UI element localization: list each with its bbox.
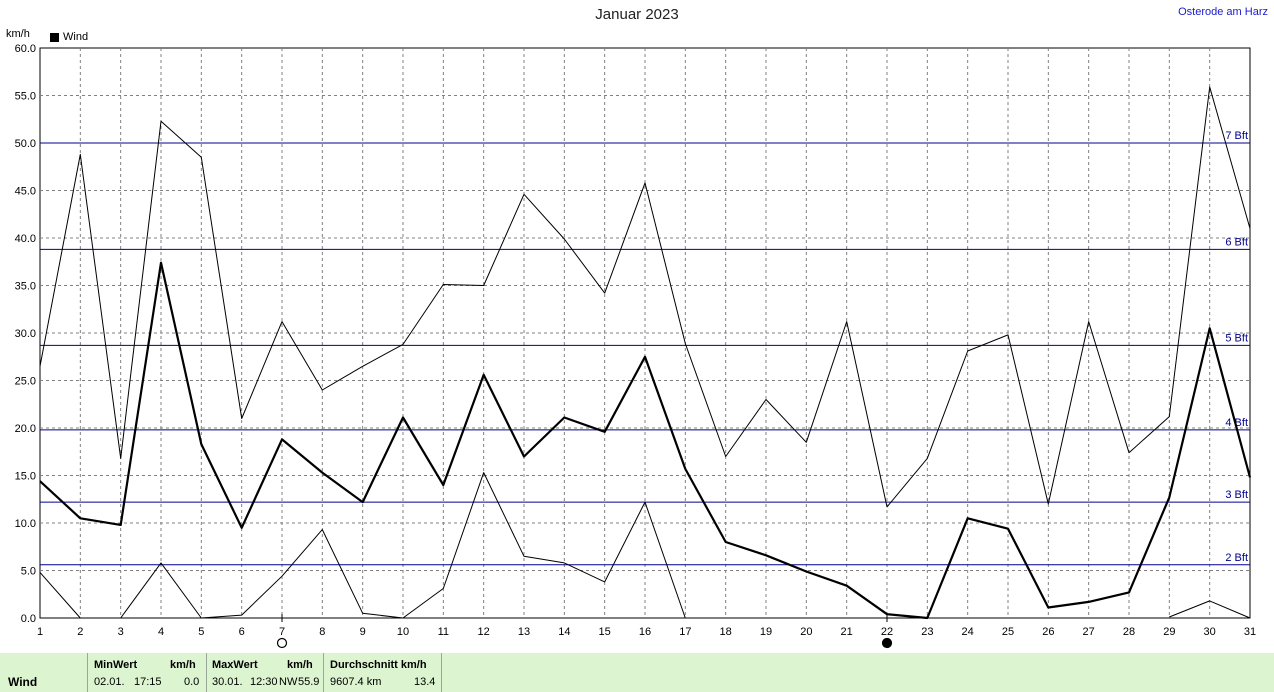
max-value: 55.9 xyxy=(298,676,320,688)
full-moon-icon xyxy=(276,637,288,649)
y-tick-label: 0.0 xyxy=(21,613,36,625)
y-tick-label: 45.0 xyxy=(15,186,36,198)
legend-swatch xyxy=(50,32,59,42)
y-axis-unit: km/h xyxy=(6,28,30,40)
stats-footer: Wind MinWert km/h 02.01. 17:15 0.0 MaxWe… xyxy=(0,653,1274,692)
x-tick-label: 25 xyxy=(1002,626,1014,638)
legend: Wind xyxy=(50,31,88,43)
x-tick-label: 29 xyxy=(1163,626,1175,638)
beaufort-label: 2 Bft xyxy=(1225,552,1248,564)
y-tick-label: 55.0 xyxy=(15,91,36,103)
x-tick-label: 7 xyxy=(279,626,285,638)
y-tick-label: 35.0 xyxy=(15,281,36,293)
x-tick-label: 24 xyxy=(962,626,974,638)
min-unit: km/h xyxy=(170,659,196,671)
x-tick-label: 1 xyxy=(37,626,43,638)
legend-label: Wind xyxy=(63,31,89,43)
y-tick-label: 15.0 xyxy=(15,471,36,483)
y-tick-label: 50.0 xyxy=(15,138,36,150)
x-tick-label: 9 xyxy=(360,626,366,638)
y-tick-label: 60.0 xyxy=(15,43,36,55)
x-tick-label: 10 xyxy=(397,626,409,638)
max-direction: NW xyxy=(279,676,298,688)
beaufort-label: 7 Bft xyxy=(1225,130,1248,142)
x-tick-label: 6 xyxy=(239,626,245,638)
min-cell: MinWert km/h 02.01. 17:15 0.0 xyxy=(88,653,207,692)
x-tick-label: 18 xyxy=(720,626,732,638)
footer-row-cell: Wind xyxy=(0,653,88,692)
x-tick-label: 3 xyxy=(118,626,124,638)
beaufort-label: 4 Bft xyxy=(1225,417,1248,429)
y-tick-label: 20.0 xyxy=(15,423,36,435)
y-tick-label: 40.0 xyxy=(15,233,36,245)
footer-row-label: Wind xyxy=(8,675,38,689)
x-tick-label: 16 xyxy=(639,626,651,638)
x-tick-label: 15 xyxy=(599,626,611,638)
max-unit: km/h xyxy=(287,659,313,671)
x-tick-label: 2 xyxy=(77,626,83,638)
x-tick-label: 28 xyxy=(1123,626,1135,638)
x-tick-label: 21 xyxy=(841,626,853,638)
avg-header: Durchschnitt km/h xyxy=(330,659,427,671)
min-value: 0.0 xyxy=(184,676,200,688)
max-time: 12:30 xyxy=(250,676,278,688)
x-tick-label: 4 xyxy=(158,626,164,638)
x-tick-label: 19 xyxy=(760,626,772,638)
x-tick-label: 13 xyxy=(518,626,530,638)
x-tick-label: 27 xyxy=(1083,626,1095,638)
beaufort-label: 3 Bft xyxy=(1225,489,1248,501)
min-time: 17:15 xyxy=(134,676,162,688)
y-tick-label: 10.0 xyxy=(15,518,36,530)
y-tick-label: 30.0 xyxy=(15,328,36,340)
avg-distance: 9607.4 km xyxy=(330,676,382,688)
min-header: MinWert xyxy=(94,659,138,671)
x-tick-label: 22 xyxy=(881,626,893,638)
avg-value: 13.4 xyxy=(414,676,436,688)
max-date: 30.01. xyxy=(212,676,243,688)
x-tick-label: 23 xyxy=(921,626,933,638)
location-label: Osterode am Harz xyxy=(1178,6,1268,18)
series-line-avg xyxy=(39,261,1252,620)
series-line-min xyxy=(39,472,1251,619)
x-tick-label: 20 xyxy=(800,626,812,638)
x-tick-label: 14 xyxy=(558,626,570,638)
max-cell: MaxWert km/h 30.01. 12:30 NW 55.9 xyxy=(207,653,324,692)
y-tick-label: 25.0 xyxy=(15,376,36,388)
x-tick-label: 8 xyxy=(319,626,325,638)
x-tick-label: 31 xyxy=(1244,626,1256,638)
wind-chart: 0.0 5.0 10.0 15.0 20.0 25.0 30.0 35.0 40.0 45.0 50… xyxy=(15,43,1256,649)
x-tick-label: 11 xyxy=(438,626,449,638)
x-tick-label: 30 xyxy=(1204,626,1216,638)
new-moon-icon xyxy=(881,637,893,649)
beaufort-label: 5 Bft xyxy=(1225,332,1248,344)
max-header: MaxWert xyxy=(212,659,258,671)
avg-cell: Durchschnitt km/h 9607.4 km 13.4 xyxy=(324,653,442,692)
x-tick-label: 5 xyxy=(198,626,204,638)
x-tick-label: 26 xyxy=(1042,626,1054,638)
x-tick-label: 12 xyxy=(478,626,490,638)
x-tick-label: 17 xyxy=(679,626,691,638)
min-date: 02.01. xyxy=(94,676,125,688)
series-line-max xyxy=(39,86,1251,508)
beaufort-label: 6 Bft xyxy=(1225,236,1248,248)
y-tick-label: 5.0 xyxy=(21,566,36,578)
chart-title: Januar 2023 xyxy=(595,6,679,23)
